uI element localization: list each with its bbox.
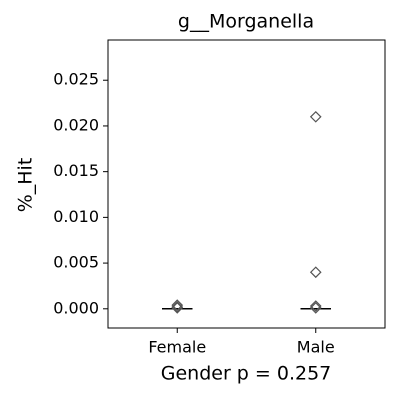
y-tick-label: 0.015 [53,161,99,180]
x-axis-label: Gender p = 0.257 [161,363,332,385]
y-tick-label: 0.010 [53,207,99,226]
outlier [309,302,322,314]
outlier [309,300,322,312]
plot-frame [107,39,386,329]
x-tick-label: Female [148,338,206,357]
y-tick-label: 0.000 [53,298,99,317]
y-tick-label: 0.005 [53,253,99,272]
outlier [171,302,184,314]
outlier [171,301,184,313]
y-tick-label: 0.020 [53,115,99,134]
outlier [309,110,322,123]
y-axis-label: %_Hit [15,158,37,213]
outlier [309,266,322,279]
outlier [171,299,184,311]
x-tick-label: Male [297,338,335,357]
chart-title: g__Morganella [178,11,314,33]
y-tick-label: 0.025 [53,70,99,89]
